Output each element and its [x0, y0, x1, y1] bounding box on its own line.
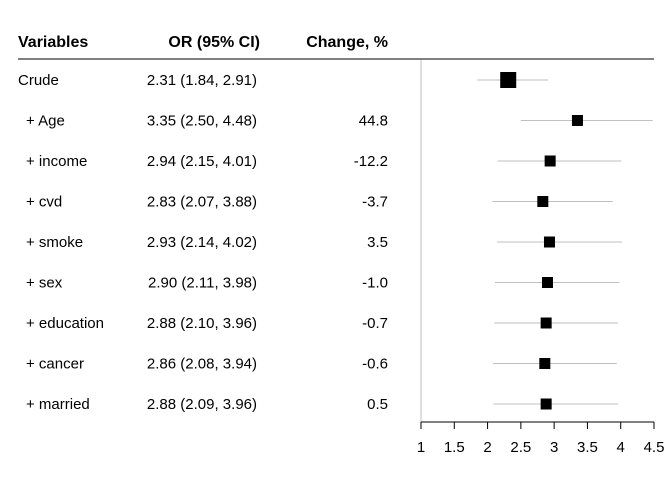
row-or-ci: 2.94 (2.15, 4.01)	[147, 153, 257, 170]
row-or-ci: 2.31 (1.84, 2.91)	[147, 72, 257, 89]
x-tick-label: 3	[550, 439, 558, 456]
x-tick-label: 1	[417, 439, 425, 456]
plot-area	[420, 60, 653, 422]
row-variable-label: + Age	[26, 113, 65, 130]
table-rows: Crude 2.31 (1.84, 2.91) + Age 3.35 (2.50, 4…	[18, 72, 388, 413]
row-or-ci: 2.88 (2.09, 3.96)	[147, 396, 257, 413]
row-change: 44.8	[359, 113, 388, 130]
row-variable-label: + education	[26, 315, 104, 332]
row-or-ci: 3.35 (2.50, 4.48)	[147, 113, 257, 130]
row-or-ci: 2.93 (2.14, 4.02)	[147, 234, 257, 251]
point-estimate	[540, 317, 552, 329]
row-change: -1.0	[362, 275, 388, 292]
row-change: -0.7	[362, 315, 388, 332]
row-change: -12.2	[354, 153, 388, 170]
row-variable-label: + income	[26, 153, 87, 170]
point-estimate	[571, 115, 583, 126]
x-tick-label: 4	[617, 439, 625, 456]
row-variable-label: + cancer	[26, 356, 84, 373]
row-or-ci: 2.83 (2.07, 3.88)	[147, 194, 257, 211]
x-tick-label: 2	[483, 439, 491, 456]
x-tick-label: 3.5	[577, 439, 598, 456]
x-tick-label: 4.5	[644, 439, 665, 456]
header-variables: Variables	[18, 34, 88, 51]
row-variable-label: + sex	[26, 275, 63, 292]
x-tick-label: 1.5	[444, 439, 465, 456]
row-variable-label: + married	[26, 396, 90, 413]
point-estimate	[544, 155, 556, 167]
row-or-ci: 2.86 (2.08, 3.94)	[147, 356, 257, 373]
point-estimate	[539, 358, 551, 369]
point-estimate	[537, 196, 549, 207]
row-change: 3.5	[367, 234, 388, 251]
point-estimate	[500, 72, 517, 88]
row-change: 0.5	[367, 396, 388, 413]
row-variable-label: + cvd	[26, 194, 62, 211]
x-axis: 1 1.5 2 2.5 3 3.5 4 4.5	[417, 421, 665, 456]
row-change: -3.7	[362, 194, 388, 211]
header-or-ci: OR (95% CI)	[168, 34, 260, 51]
point-estimate	[541, 277, 553, 288]
row-or-ci: 2.90 (2.11, 3.98)	[148, 275, 257, 292]
row-variable-label: Crude	[18, 72, 59, 89]
row-or-ci: 2.88 (2.10, 3.96)	[147, 315, 257, 332]
row-variable-label: + smoke	[26, 234, 83, 251]
point-estimate	[543, 236, 555, 248]
row-change: -0.6	[362, 356, 388, 373]
x-tick-label: 2.5	[510, 439, 531, 456]
point-estimate	[540, 398, 552, 410]
header-change: Change, %	[306, 34, 388, 51]
